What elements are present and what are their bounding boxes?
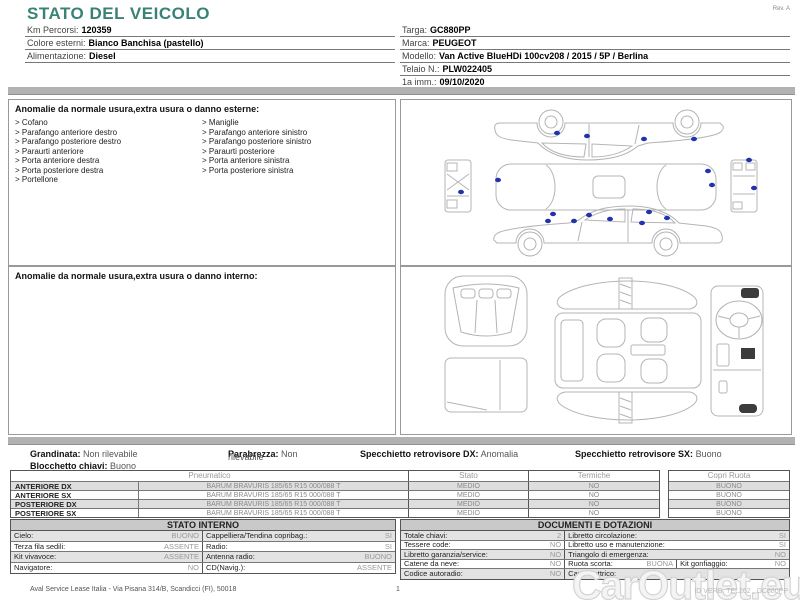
anomaly-item: Parafango posteriore sinistro [202,137,389,147]
anomaly-item: Paraurti anteriore [15,147,202,157]
interior-car-diagram [444,275,764,424]
vehicle-info-left: Km Percorsi: 120359 Colore esterni: Bianco… [25,24,395,63]
exterior-anomalies-panel: Anomalie da normale usura,extra usura o … [8,99,396,266]
table-row: Cielo: BUONO Cappelliera/Tendina copribag… [11,531,395,542]
field-telaio: Telaio N.: PLW022405 [400,63,790,76]
front-view [444,159,472,213]
documenti-dotazioni-table: DOCUMENTI E DOTAZIONI Totale chiavi: 2 Li… [400,519,790,580]
interior-anomalies-heading: Anomalie da normale usura,extra usura o … [15,271,258,281]
col-header-stato: Stato [409,471,529,481]
divider-band [8,87,795,95]
table-row: ANTERIORE DX BARUM BRAVURIS 185/65 R15 0… [11,481,659,490]
anomaly-item: Paraurti posteriore [202,147,389,157]
anomaly-item: Porta posteriore sinistra [202,166,389,176]
anomaly-item: Porta posteriore destra [15,166,202,176]
field-targa: Targa: GC880PP [400,24,790,37]
table-row: BUONO [669,508,789,517]
documenti-title: DOCUMENTI E DOTAZIONI [401,520,789,531]
vehicle-info-right: Targa: GC880PP Marca: PEUGEOT Modello: Van … [400,24,790,89]
field-colore: Colore esterni: Bianco Banchisa (pastello… [25,37,395,50]
table-row: Navigatore: NO CD(Navig.): ASSENTE [11,562,395,573]
anomaly-item: Parafango posteriore destro [15,137,202,147]
top-view [495,163,717,211]
interior-anomalies-panel: Anomalie da normale usura,extra usura o … [8,266,396,435]
page-title: STATO DEL VEICOLO [27,4,210,23]
table-row: POSTERIORE SX BARUM BRAVURIS 185/65 R15 … [11,508,659,517]
table-row: Catene da neve: NO Ruota scorta: BUONA Kit… [401,559,789,569]
stato-interno-title: STATO INTERNO [11,520,395,531]
footer-page-number: 1 [396,586,400,593]
table-row: BUONO [669,499,789,508]
rear-view [730,159,758,213]
exterior-anomaly-list-right: Maniglie Parafango anteriore sinistro Pa… [202,118,389,185]
exterior-anomalies-heading: Anomalie da normale usura,extra usura o … [15,104,260,114]
table-row: BUONO [669,481,789,490]
summary-blocchetto-chiavi: Blocchetto chiavi: Buono [30,461,137,471]
table-row: Kit vivavoce: ASSENTE Antenna radio: BUONO [11,552,395,563]
table-row: Libretto garanzia/service: NO Triangolo d… [401,550,789,560]
anomaly-item: Maniglie [202,118,389,128]
footer: Aval Service Lease Italia - Via Pisana 3… [0,561,800,600]
exterior-anomaly-list-left: Cofano Parafango anteriore destro Parafa… [15,118,202,185]
summary-grandinata: Grandinata: Non rilevabile [30,449,138,459]
table-row: POSTERIORE DX BARUM BRAVURIS 185/65 R15 … [11,499,659,508]
summary-parabrezza: Parabrezza: Non rilevabile [228,449,298,462]
exterior-car-diagram [444,109,758,257]
field-km: Km Percorsi: 120359 [25,24,395,37]
stato-interno-table: STATO INTERNO Cielo: BUONO Cappelliera/Te… [10,519,396,574]
anomaly-item: Portellone [15,175,202,185]
table-row: BUONO [669,490,789,499]
rear-seat-view [444,275,528,347]
dashboard-view [710,285,764,417]
anomaly-item: Cofano [15,118,202,128]
caroutlet-watermark: CarOutlet.eu [571,561,800,600]
field-marca: Marca: PEUGEOT [400,37,790,50]
field-alimentazione: Alimentazione: Diesel [25,50,395,63]
field-modello: Modello: Van Active BlueHDi 100cv208 / 20… [400,50,790,63]
anomaly-item: Porta anteriore sinistra [202,156,389,166]
interior-diagram-panel [400,266,792,435]
anomaly-item: Parafango anteriore sinistro [202,128,389,138]
footer-company: Aval Service Lease Italia - Via Pisana 3… [30,586,237,593]
footer-doc-id: ID VERB. TEL262 , GC880PP [694,588,788,595]
table-row: ANTERIORE SX BARUM BRAVURIS 185/65 R15 0… [11,490,659,499]
summary-specchietto-dx: Specchietto retrovisore DX: Anomalia [360,449,519,459]
divider-band [8,437,795,445]
col-header-pneumatico: Pneumatico [11,471,409,481]
table-row: Tessere code: NO Libretto uso e manutenzi… [401,540,789,550]
trunk-view [444,357,528,413]
table-row: Terza fila sedili: ASSENTE Radio: SI [11,541,395,552]
summary-specchietto-sx: Specchietto retrovisore SX: Buono [575,449,722,459]
anomaly-item: Porta anteriore destra [15,156,202,166]
tires-table: Pneumatico Stato Termiche ANTERIORE DX B… [10,470,660,518]
cabin-view [554,277,702,424]
revision-label: Rev. A [772,6,790,12]
table-row: Codice autoradio: NO Cavo elettrico: [401,569,789,579]
copri-ruota-table: Copri Ruota BUONO BUONO BUONO BUONO [668,470,790,518]
table-row: Totale chiavi: 2 Libretto circolazione: SI [401,531,789,541]
anomaly-item: Parafango anteriore destro [15,128,202,138]
damage-markers [458,130,757,226]
col-header-termiche: Termiche [577,471,611,480]
col-header-copri-ruota: Copri Ruota [707,471,751,480]
tires-table-header: Pneumatico Stato Termiche [11,471,659,481]
exterior-diagram-panel [400,99,792,266]
